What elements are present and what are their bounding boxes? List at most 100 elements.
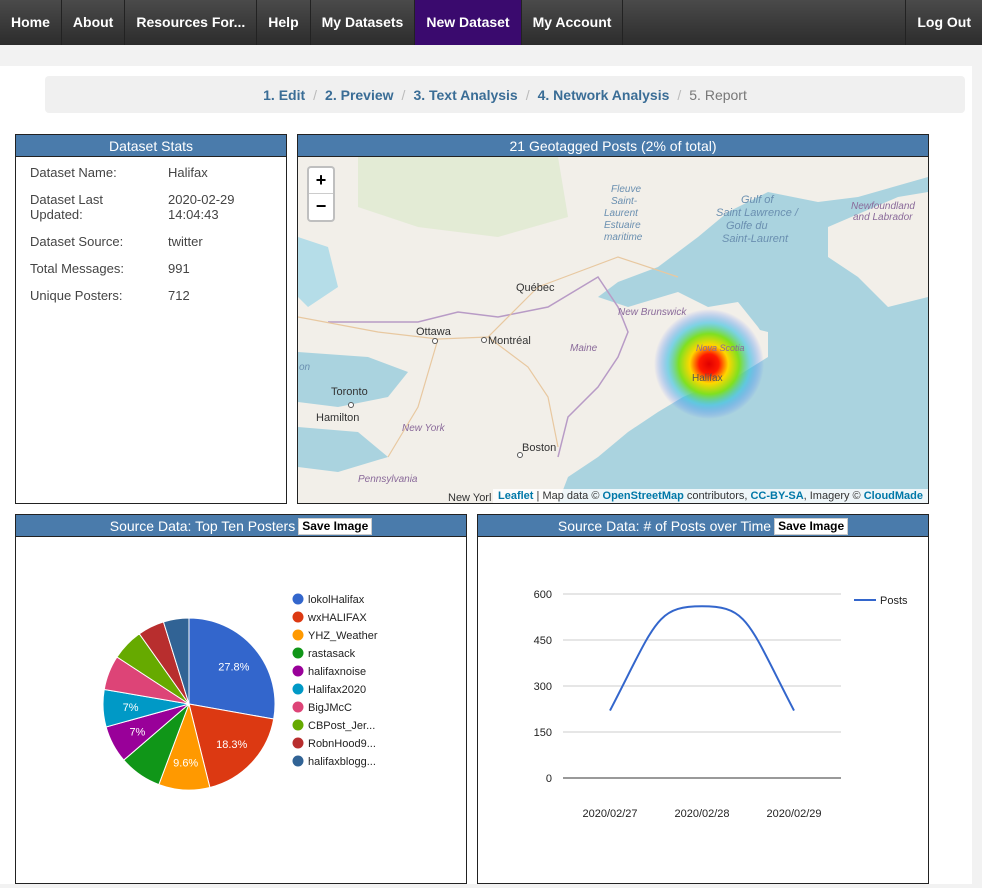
y-tick-label: 0: [546, 773, 552, 785]
series-line: [609, 605, 795, 711]
map-label-maine: Maine: [570, 343, 598, 354]
stat-row: Total Messages: 991: [30, 261, 272, 276]
lake-ontario: [298, 352, 408, 407]
breadcrumb: 1. Edit / 2. Preview / 3. Text Analysis …: [45, 76, 965, 113]
map-label-on: on: [299, 362, 311, 373]
zoom-out-button[interactable]: −: [315, 196, 327, 216]
stat-label: Dataset Name:: [30, 165, 117, 180]
nav-resources[interactable]: Resources For...: [125, 0, 258, 45]
boston-marker: [517, 452, 523, 458]
x-tick-label: 2020/02/27: [582, 808, 637, 820]
legend-label: YHZ_Weather: [308, 630, 378, 642]
legend-marker: [292, 755, 304, 767]
newfoundland-land: [828, 192, 928, 307]
x-tick-label: 2020/02/28: [674, 808, 729, 820]
map-label-halifax: Halifax: [692, 373, 723, 384]
nav-help[interactable]: Help: [257, 0, 311, 45]
map-label-ottawa: Ottawa: [416, 326, 452, 338]
line-chart: 0 150 300 450 600 2020/02/27 2020/02/28 2020/02…: [534, 589, 908, 820]
legend-label: RobnHood9...: [308, 738, 376, 750]
legend-label: rastasack: [308, 648, 356, 660]
georgian-bay: [298, 237, 338, 307]
stat-value: 2020-02-29 14:04:43: [168, 192, 235, 222]
posts-over-time-title: Source Data: # of Posts over Time: [557, 518, 772, 534]
pie-data-label: 7%: [129, 727, 145, 739]
dataset-stats-panel: Dataset Stats Dataset Name: Halifax Data…: [15, 134, 287, 504]
pie-chart: 27.8% 18.3% 9.6% 7% 7% lokolHalifax wxHALIFAX Y…: [102, 593, 378, 791]
stat-value: Halifax: [168, 165, 208, 180]
logout-button[interactable]: Log Out: [905, 0, 982, 45]
zoom-in-button[interactable]: +: [309, 168, 333, 194]
legend-marker: [292, 719, 304, 731]
legend-label: Posts: [880, 595, 908, 607]
map-label-montreal: Montréal: [488, 335, 531, 347]
pie-data-label: 7%: [123, 702, 139, 714]
pie-data-label: 18.3%: [216, 739, 247, 751]
legend-marker: [292, 593, 304, 605]
land-mass: [298, 157, 928, 503]
legend-label: wxHALIFAX: [307, 612, 367, 624]
stat-label: Dataset Source:: [30, 234, 124, 249]
legend-label: halifaxnoise: [308, 666, 366, 678]
y-tick-label: 150: [534, 727, 552, 739]
osm-link[interactable]: OpenStreetMap: [602, 490, 684, 502]
save-image-button[interactable]: Save Image: [774, 518, 849, 535]
legend-label: lokolHalifax: [308, 594, 365, 606]
roads: [298, 256, 679, 458]
cloudmade-link[interactable]: CloudMade: [863, 490, 923, 502]
map-label-boston: Boston: [522, 442, 556, 454]
toronto-marker: [348, 402, 354, 408]
pie-slice: [188, 703, 275, 789]
nav-home[interactable]: Home: [0, 0, 62, 45]
map-title: 21 Geotagged Posts (2% of total): [298, 135, 928, 157]
legend-label: CBPost_Jer...: [308, 720, 375, 732]
forest-area: [358, 157, 568, 237]
step-text-analysis[interactable]: 3. Text Analysis: [413, 86, 518, 103]
step-edit[interactable]: 1. Edit: [263, 86, 306, 103]
breadcrumb-separator: /: [677, 86, 682, 103]
nav-my-account[interactable]: My Account: [522, 0, 624, 45]
pie-slice: [162, 617, 190, 705]
dataset-stats-title: Dataset Stats: [16, 135, 286, 157]
map-label-pennsylvania: Pennsylvania: [358, 474, 418, 485]
license-link[interactable]: CC-BY-SA: [750, 490, 804, 502]
stat-row: Dataset Source: twitter: [30, 234, 272, 249]
lake-erie: [298, 427, 388, 472]
stat-label: Total Messages:: [30, 261, 124, 276]
nav-new-dataset[interactable]: New Dataset: [415, 0, 522, 45]
legend-label: halifaxblogg...: [308, 756, 376, 768]
legend-label: BigJMcC: [308, 702, 352, 714]
map-label-hamilton: Hamilton: [316, 412, 359, 424]
save-image-button[interactable]: Save Image: [298, 518, 373, 535]
leaflet-link[interactable]: Leaflet: [498, 490, 534, 502]
top-posters-panel: Source Data: Top Ten Posters Save Image 2…: [15, 514, 467, 884]
nav-my-datasets[interactable]: My Datasets: [311, 0, 416, 45]
heatmap-hotspot: [654, 309, 764, 419]
step-network-analysis[interactable]: 4. Network Analysis: [537, 86, 670, 103]
map-label-nova-scotia: Nova Scotia: [696, 343, 745, 353]
top-navbar: Home About Resources For... Help My Data…: [0, 0, 982, 45]
map-label-new-york-city: New Yorl: [448, 492, 491, 503]
nav-about[interactable]: About: [62, 0, 126, 45]
map-label-new-york-state: New York: [402, 423, 446, 434]
map-label-quebec: Québec: [516, 282, 555, 294]
y-tick-label: 450: [534, 635, 552, 647]
step-preview[interactable]: 2. Preview: [325, 86, 394, 103]
legend-marker: [292, 683, 304, 695]
map-view[interactable]: Fleuve Saint-Laurent Estuaire maritime Gulf…: [298, 157, 928, 503]
ottawa-marker: [432, 338, 438, 344]
y-tick-label: 600: [534, 589, 552, 601]
breadcrumb-separator: /: [401, 86, 406, 103]
geotagged-map-panel: 21 Geotagged Posts (2% of total): [297, 134, 929, 504]
breadcrumb-separator: /: [525, 86, 530, 103]
pie-data-label: 27.8%: [218, 661, 249, 673]
stat-row: Dataset Last Updated: 2020-02-29 14:04:4…: [30, 192, 272, 222]
legend-marker: [292, 647, 304, 659]
montreal-marker: [481, 337, 487, 343]
legend-marker: [292, 701, 304, 713]
map-label-gulf: Gulf of Saint Lawrence / Golfe du Saint-Lau…: [716, 194, 799, 245]
stat-value: 712: [168, 288, 190, 303]
main-content: 1. Edit / 2. Preview / 3. Text Analysis …: [0, 66, 972, 884]
map-attribution: Leaflet | Map data © OpenStreetMap contr…: [493, 489, 928, 503]
legend-marker: [292, 737, 304, 749]
